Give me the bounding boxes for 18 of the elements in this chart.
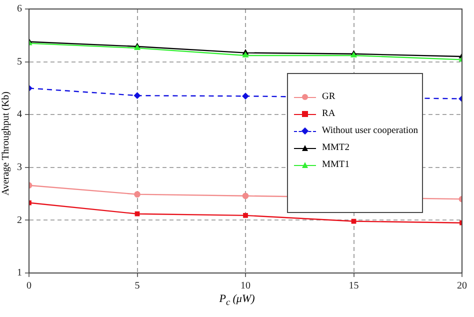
legend-label: MMT1: [322, 160, 350, 170]
legend-label: Without user cooperation: [322, 126, 418, 136]
x-tick-label: 15: [348, 280, 359, 292]
y-tick-label: 1: [17, 268, 22, 279]
legend-label: GR: [322, 92, 336, 102]
y-tick-label: 4: [17, 109, 22, 120]
x-tick-label: 0: [26, 280, 32, 292]
y-tick-label: 6: [17, 4, 22, 15]
y-axis-title: Average Throughput (Kb): [0, 90, 12, 198]
x-axis-title: P$_{c}$ (μW): [218, 293, 256, 308]
legend-label: MMT2: [322, 142, 350, 152]
y-tick-label: 3: [17, 162, 22, 174]
y-tick-label: 5: [17, 56, 22, 68]
y-tick-label: 2: [17, 214, 22, 226]
x-tick-label: 10: [240, 280, 250, 292]
x-tick-label: 20: [457, 280, 467, 292]
x-tick-label: 5: [134, 280, 140, 292]
legend-label: RA: [322, 108, 336, 118]
